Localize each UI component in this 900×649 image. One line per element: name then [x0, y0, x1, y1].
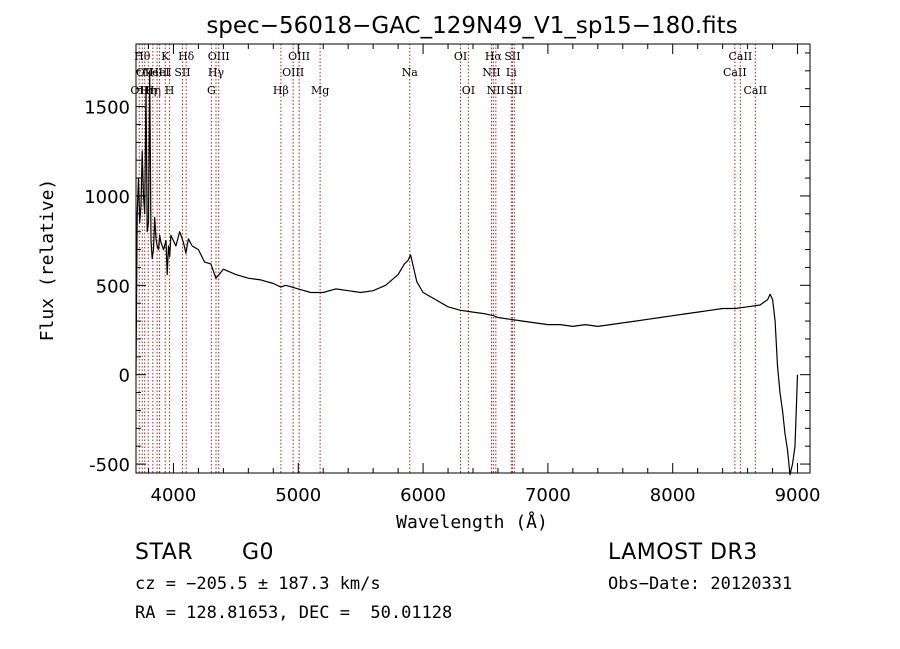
- spectral-line-label: Hγ: [208, 66, 225, 79]
- x-tick-label: 6000: [400, 485, 446, 506]
- spectral-line-label: Hη: [140, 84, 156, 97]
- spectral-line-label: OII: [130, 84, 148, 97]
- coordinates: RA = 128.81653, DEC = 50.01128: [135, 603, 453, 623]
- spectral-line-label: G: [207, 84, 216, 97]
- observation-date: Obs−Date: 20120331: [608, 574, 793, 594]
- spectral-line-label: CaII: [729, 50, 753, 63]
- spectral-line-label: SII: [504, 50, 520, 63]
- y-tick-label: -500: [89, 455, 130, 476]
- spectral-line-label: Na: [402, 66, 419, 79]
- spectral-line-label: CaII: [723, 66, 747, 79]
- flux-line: [135, 70, 799, 476]
- redshift-cz: cz = −205.5 ± 187.3 km/s: [135, 574, 381, 594]
- spectral-line-label: OI: [462, 84, 475, 97]
- spectral-line-label: HeI: [149, 66, 169, 79]
- spectral-line-label: OIII: [208, 50, 230, 63]
- y-axis: -500 0 500 1000 1500: [84, 52, 810, 476]
- flux-series: [135, 70, 799, 476]
- spectral-line-label: Hβ: [273, 84, 289, 97]
- y-axis-label: Flux (relative): [37, 179, 58, 342]
- spectral-line-label: Mg: [311, 84, 329, 97]
- x-tick-label: 9000: [775, 485, 821, 506]
- spectral-line-label: NII: [482, 66, 500, 79]
- spectral-line-label: OI: [454, 50, 467, 63]
- y-tick-label: 1500: [84, 98, 130, 119]
- spectral-line-label: H: [165, 84, 175, 97]
- x-tick-label: 8000: [650, 485, 696, 506]
- survey-name: LAMOST DR3: [608, 540, 758, 565]
- spectral-line-label: CaII: [743, 84, 767, 97]
- spectral-line-markers: OIIHθOIIHηHηNeIIIHeIKHSIIHδGHγOIIIHβOIII…: [130, 44, 767, 473]
- x-axis: 4000 5000 6000 7000 8000 9000: [147, 44, 821, 506]
- object-subclass: G0: [242, 540, 275, 565]
- spectral-line-label: OIII: [288, 50, 310, 63]
- x-tick-label: 7000: [525, 485, 571, 506]
- object-class: STAR: [135, 540, 194, 565]
- spectral-line-label: Hδ: [178, 50, 195, 63]
- x-tick-label: 5000: [275, 485, 321, 506]
- spectral-line-label: Hα: [485, 50, 503, 63]
- y-tick-label: 500: [96, 276, 130, 297]
- spectral-line-label: SII: [506, 84, 522, 97]
- y-tick-label: 0: [119, 366, 130, 387]
- spectral-line-label: NII: [487, 84, 505, 97]
- spectral-line-label: SII: [174, 66, 190, 79]
- spectral-line-label: K: [161, 50, 170, 63]
- y-tick-label: 1000: [84, 187, 130, 208]
- spectral-line-label: Hη: [145, 84, 161, 97]
- x-tick-label: 4000: [151, 485, 197, 506]
- spectral-line-label: OIII: [282, 66, 304, 79]
- plot-frame: [135, 43, 811, 474]
- chart-title: spec−56018−GAC_129N49_V1_sp15−180.fits: [206, 13, 737, 39]
- spectral-line-label: Li: [506, 66, 517, 79]
- x-axis-label: Wavelength (Å): [396, 511, 548, 533]
